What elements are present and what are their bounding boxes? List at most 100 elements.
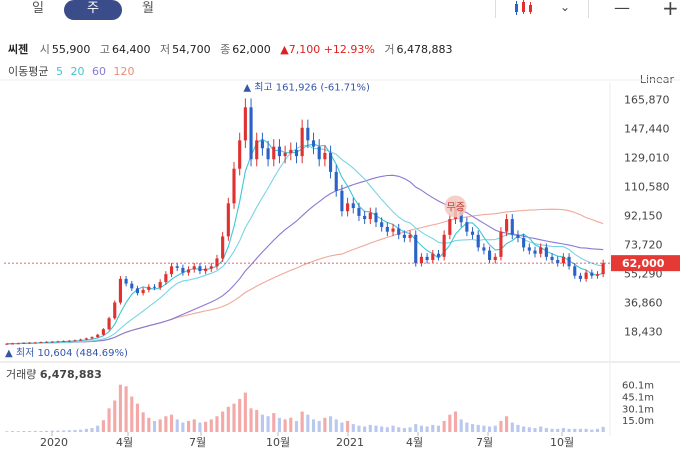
volume-bar [510,422,514,432]
volume-bar [482,425,486,432]
volume-title-value: 6,478,883 [40,368,102,381]
candle-body [289,149,293,153]
tab-monthly[interactable]: 월 [142,1,154,16]
candle-body [33,342,37,344]
volume-bar [175,419,179,432]
candle-body [209,266,213,269]
volume-bar [147,417,151,432]
candle-body [294,149,299,157]
volume-bar [164,416,168,432]
candle-body [493,256,497,260]
candle-body [5,343,9,345]
volume-bar [10,431,15,432]
tab-daily[interactable]: 일 [32,1,44,16]
volume-bar [187,420,191,432]
candle-body [124,278,128,284]
candle-body [107,318,111,330]
x-tick-label: 2020 [40,436,68,449]
volume-bar [544,428,548,432]
volume-bar [522,426,526,432]
volume-bar [62,430,66,432]
ma-label: 이동평균 [8,65,49,78]
volume-bar [96,425,100,432]
volume-bar [141,412,145,432]
x-tick-label: 7월 [476,436,493,449]
volume-bar [567,428,571,432]
volume-bar [192,419,196,432]
candle-body [590,272,594,276]
ma5-line [6,138,604,345]
zoom-out-button[interactable]: — [614,0,630,17]
volume-bar [346,420,350,432]
volume-bar [476,424,480,432]
ma20-label: 20 [70,65,85,78]
price-tick-label: 73,720 [624,239,663,252]
candle-body [470,231,475,235]
candle-body [101,329,105,335]
candle-body [79,339,83,341]
candle-body [431,253,435,260]
candlestick-icon[interactable] [512,0,538,20]
volume-bar [124,386,128,432]
candle-body [374,212,378,223]
candle-body [527,247,531,251]
x-tick-label: 2021 [336,436,364,449]
candle-body [141,289,145,294]
volume-bar [101,420,105,432]
volume-bar [539,426,543,432]
close-value: 62,000 [232,43,271,56]
candle-body [328,152,333,172]
candle-body [573,266,577,276]
ma60-label: 60 [91,65,106,78]
candle-body [187,269,191,273]
volume-label: 거 [384,43,395,56]
volume-bar [33,430,37,432]
volume-bar [465,422,469,432]
volume-bar [380,426,384,432]
candle-body [283,152,287,157]
candle-body [16,343,20,345]
volume-bar [5,431,9,432]
high-value: 64,400 [112,43,151,56]
volume-bar [27,431,32,432]
volume-bar [578,428,583,432]
x-tick-label: 4월 [116,436,133,449]
candle-body [175,266,179,268]
volume-bar [425,426,429,432]
moving-average-legend[interactable]: 이동평균 5 20 60 120 [8,63,134,79]
candle-body [67,340,71,342]
ma60-line [6,174,604,345]
candle-body [232,168,236,204]
volume-title: 거래량 6,478,883 [6,368,102,381]
x-tick-label: 4월 [406,436,423,449]
candle-body [465,222,469,232]
volume-bar [363,426,367,432]
candle-body [448,219,452,235]
chevron-down-icon[interactable]: ⌄ [560,0,571,14]
candle-body [556,260,560,264]
volume-bar [39,430,43,432]
candle-body [152,286,157,288]
volume-bar [493,425,497,432]
volume-bar [260,414,264,432]
volume-bar [573,428,577,432]
candle-body [158,282,162,288]
candle-body [385,226,389,232]
candle-body [27,342,32,344]
volume-bar [561,428,565,432]
candle-body [550,256,554,260]
open-value: 55,900 [51,43,91,56]
price-tick-label: 165,870 [624,94,670,107]
volume-bar [158,419,162,432]
tab-weekly[interactable]: 주 [64,0,122,20]
volume-bar [90,428,94,432]
candle-body [204,268,208,272]
candle-body [243,107,247,141]
volume-bar [56,430,60,432]
zoom-in-button[interactable]: + [662,0,679,20]
volume-bar [328,416,333,432]
candle-body [39,342,43,344]
candle-body [147,286,151,290]
volume-bar [67,430,71,432]
